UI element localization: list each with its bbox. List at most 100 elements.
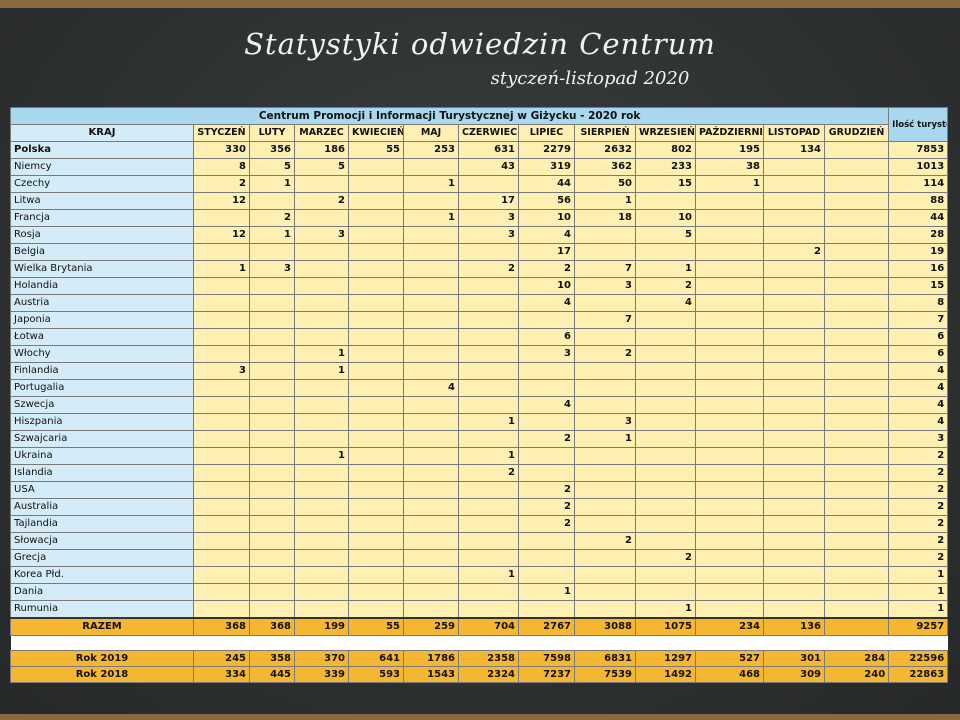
table-row: Słowacja 2 2: [10, 532, 949, 550]
month-header: PAŹDZIERNIK: [695, 124, 764, 142]
value-cell: [294, 294, 349, 312]
value-cell: [458, 600, 519, 619]
row-total-cell: 2: [888, 532, 949, 550]
value-cell: [574, 498, 636, 516]
sum-value-cell: 368: [249, 617, 295, 636]
value-cell: [403, 600, 459, 619]
value-cell: [458, 328, 519, 346]
row-total-cell: 6: [888, 345, 949, 363]
value-cell: [193, 498, 250, 516]
country-cell: Wielka Brytania: [10, 260, 194, 278]
value-cell: [823, 498, 890, 516]
table-row: Finlandia 3 1 4: [10, 362, 949, 380]
year-value-cell: 1492: [635, 666, 696, 683]
value-cell: [695, 464, 764, 482]
value-cell: [348, 226, 404, 244]
value-cell: 3: [249, 260, 295, 278]
value-cell: 10: [518, 209, 575, 227]
country-cell: Łotwa: [10, 328, 194, 346]
country-cell: Rumunia: [10, 600, 194, 619]
value-cell: [635, 532, 696, 550]
value-cell: 2: [249, 209, 295, 227]
value-cell: [193, 294, 250, 312]
value-cell: 2: [518, 515, 575, 533]
value-cell: 4: [403, 379, 459, 397]
value-cell: 3: [574, 277, 636, 295]
value-cell: [294, 277, 349, 295]
year-value-cell: 334: [193, 666, 250, 683]
value-cell: [763, 328, 825, 346]
value-cell: [249, 328, 295, 346]
value-cell: [823, 600, 890, 619]
value-cell: [294, 175, 349, 193]
value-cell: 802: [635, 141, 696, 159]
table-row: Holandia 10 3 2 15: [10, 277, 949, 295]
row-total-cell: 2: [888, 464, 949, 482]
month-header: STYCZEŃ: [193, 124, 250, 142]
value-cell: 17: [518, 243, 575, 261]
value-cell: 18: [574, 209, 636, 227]
value-cell: [458, 515, 519, 533]
value-cell: [574, 379, 636, 397]
row-total-cell: 44: [888, 209, 949, 227]
value-cell: [294, 243, 349, 261]
value-cell: 1: [294, 345, 349, 363]
value-cell: [294, 498, 349, 516]
value-cell: [763, 549, 825, 567]
table-row: Szwecja 4 4: [10, 396, 949, 414]
month-header: SIERPIEŃ: [574, 124, 636, 142]
value-cell: 12: [193, 192, 250, 210]
value-cell: [294, 396, 349, 414]
value-cell: [695, 226, 764, 244]
value-cell: [763, 532, 825, 550]
value-cell: 2: [193, 175, 250, 193]
value-cell: [574, 583, 636, 601]
value-cell: [695, 362, 764, 380]
value-cell: [518, 379, 575, 397]
table-row: Niemcy 8 5 5 43 319 362 233 38 1013: [10, 158, 949, 176]
row-total-cell: 8: [888, 294, 949, 312]
sum-row: RAZEM 368 368 199 55 259 704 2767 3088 1075 234 136…: [10, 617, 949, 636]
year-value-cell: 2324: [458, 666, 519, 683]
value-cell: [574, 294, 636, 312]
value-cell: [763, 277, 825, 295]
value-cell: [518, 413, 575, 431]
row-total-cell: 3: [888, 430, 949, 448]
value-cell: [193, 515, 250, 533]
sum-value-cell: 259: [403, 617, 459, 636]
value-cell: [458, 379, 519, 397]
table-row: Ukraina 1 1 2: [10, 447, 949, 465]
table-row: Belgia 17 2 19: [10, 243, 949, 261]
page-subtitle: styczeń-listopad 2020: [490, 68, 690, 89]
value-cell: 2: [518, 430, 575, 448]
value-cell: [458, 430, 519, 448]
value-cell: [823, 362, 890, 380]
value-cell: [249, 515, 295, 533]
country-cell: Szwajcaria: [10, 430, 194, 448]
value-cell: [249, 549, 295, 567]
year-value-cell: 245: [193, 650, 250, 667]
table-row: Rumunia 1 1: [10, 600, 949, 619]
value-cell: [823, 175, 890, 193]
value-cell: 2: [635, 277, 696, 295]
country-header: KRAJ: [10, 124, 194, 142]
sum-value-cell: 704: [458, 617, 519, 636]
sum-value-cell: 55: [348, 617, 404, 636]
value-cell: [403, 294, 459, 312]
value-cell: [695, 498, 764, 516]
value-cell: [403, 566, 459, 584]
country-cell: Portugalia: [10, 379, 194, 397]
year-value-cell: 7237: [518, 666, 575, 683]
row-total-cell: 15: [888, 277, 949, 295]
value-cell: [193, 379, 250, 397]
year-row: Rok 2019 245 358 370 641 1786 2358 7598 6831 1297…: [10, 650, 949, 667]
month-header: WRZESIEŃ: [635, 124, 696, 142]
value-cell: [249, 566, 295, 584]
value-cell: [348, 209, 404, 227]
value-cell: [635, 447, 696, 465]
country-cell: Hiszpania: [10, 413, 194, 431]
value-cell: 134: [763, 141, 825, 159]
month-header-row: KRAJ STYCZEŃ LUTY MARZEC KWIECIEŃ MAJ CZERWIEC…: [10, 124, 948, 142]
year-value-cell: 527: [695, 650, 764, 667]
value-cell: [348, 345, 404, 363]
